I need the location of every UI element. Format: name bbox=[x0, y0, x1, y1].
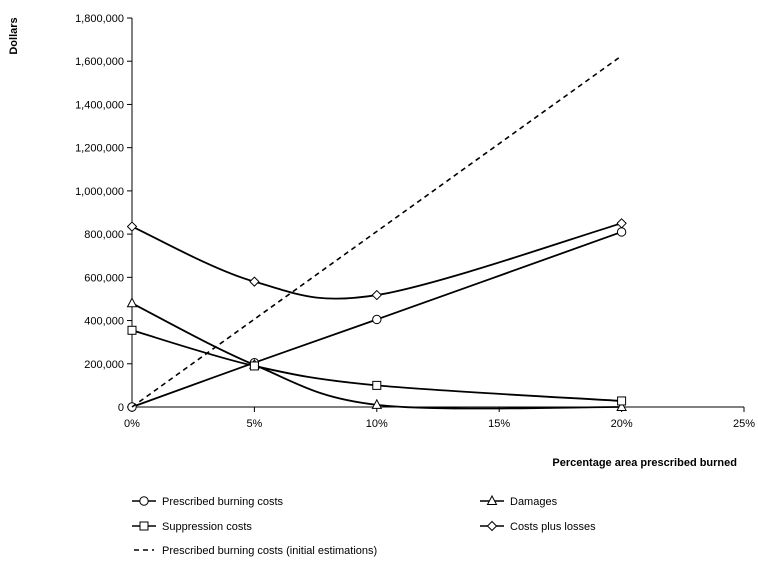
series-4 bbox=[131, 55, 623, 408]
series-2 bbox=[127, 325, 627, 406]
series-line bbox=[131, 231, 622, 408]
legend-marker bbox=[486, 520, 498, 532]
legend-item-4: Prescribed burning costs (initial estima… bbox=[134, 545, 377, 557]
data-point bbox=[372, 380, 382, 390]
legend-marker bbox=[139, 521, 149, 531]
data-point bbox=[617, 396, 627, 406]
series-line bbox=[131, 222, 622, 300]
y-tick-label: 800,000 bbox=[84, 229, 124, 241]
legend: Prescribed burning costs Damages Suppressi… bbox=[132, 494, 596, 557]
data-point bbox=[616, 400, 627, 411]
y-axis-title: Dollars bbox=[8, 17, 20, 54]
y-tick-label: 400,000 bbox=[84, 316, 124, 328]
data-point bbox=[249, 276, 260, 287]
data-point bbox=[126, 297, 138, 308]
legend-label: Costs plus losses bbox=[510, 521, 596, 533]
data-point bbox=[371, 398, 383, 409]
series-layer bbox=[126, 55, 627, 412]
legend-item-2: Suppression costs bbox=[132, 521, 252, 533]
legend-marker bbox=[139, 496, 149, 506]
x-tick-label: 25% bbox=[733, 418, 755, 430]
x-tick-label: 20% bbox=[611, 418, 633, 430]
legend-label: Prescribed burning costs (initial estima… bbox=[162, 545, 377, 557]
y-tick-label: 1,800,000 bbox=[75, 13, 124, 25]
y-tick-label: 200,000 bbox=[84, 359, 124, 371]
y-tick-label: 1,000,000 bbox=[75, 186, 124, 198]
legend-item-0: Prescribed burning costs bbox=[132, 496, 284, 508]
series-1 bbox=[126, 297, 627, 411]
x-tick-label: 5% bbox=[246, 418, 262, 430]
series-line bbox=[131, 329, 622, 402]
y-tick-label: 1,600,000 bbox=[75, 56, 124, 68]
data-point bbox=[249, 361, 259, 371]
legend-label: Damages bbox=[510, 496, 558, 508]
axes: 0 200,000 400,000 600,000 800,000 1,000,000 1,… bbox=[75, 13, 755, 430]
x-axis-title: Percentage area prescribed burned bbox=[552, 457, 737, 469]
legend-label: Prescribed burning costs bbox=[162, 496, 284, 508]
data-point bbox=[616, 227, 627, 237]
y-tick-label: 0 bbox=[118, 402, 124, 414]
legend-item-1: Damages bbox=[480, 494, 558, 508]
x-tick-label: 0% bbox=[124, 418, 140, 430]
data-point bbox=[126, 221, 138, 232]
data-point bbox=[127, 325, 137, 335]
x-tick-label: 15% bbox=[488, 418, 510, 430]
legend-marker bbox=[486, 494, 498, 505]
series-line bbox=[131, 55, 623, 408]
x-tick-label: 10% bbox=[366, 418, 388, 430]
y-tick-label: 1,200,000 bbox=[75, 143, 124, 155]
legend-item-3: Costs plus losses bbox=[480, 520, 596, 533]
y-tick-label: 600,000 bbox=[84, 272, 124, 284]
data-point bbox=[616, 218, 627, 229]
series-3 bbox=[126, 218, 627, 301]
y-tick-label: 1,400,000 bbox=[75, 99, 124, 111]
data-point bbox=[371, 289, 383, 301]
series-line bbox=[131, 302, 622, 410]
data-point bbox=[372, 314, 382, 325]
legend-label: Suppression costs bbox=[162, 521, 252, 533]
